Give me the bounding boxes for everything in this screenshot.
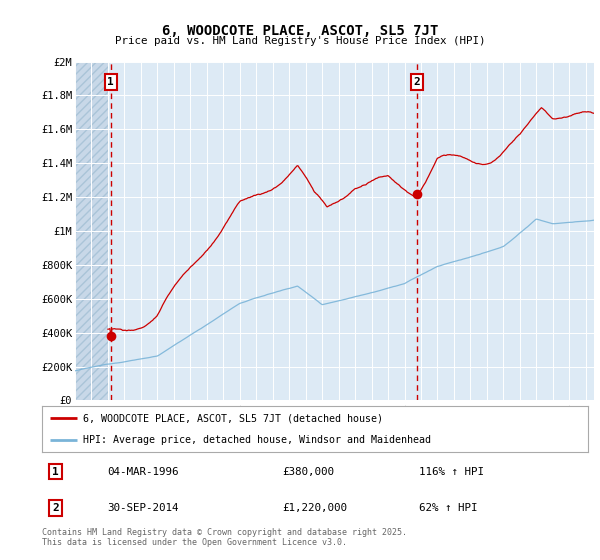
Text: 2: 2 [413, 77, 420, 87]
Text: 62% ↑ HPI: 62% ↑ HPI [419, 503, 477, 513]
Text: £380,000: £380,000 [282, 466, 334, 477]
Text: 6, WOODCOTE PLACE, ASCOT, SL5 7JT: 6, WOODCOTE PLACE, ASCOT, SL5 7JT [162, 24, 438, 38]
Text: 2: 2 [52, 503, 59, 513]
Text: HPI: Average price, detached house, Windsor and Maidenhead: HPI: Average price, detached house, Wind… [83, 435, 431, 445]
Text: Price paid vs. HM Land Registry's House Price Index (HPI): Price paid vs. HM Land Registry's House … [115, 36, 485, 46]
Text: 116% ↑ HPI: 116% ↑ HPI [419, 466, 484, 477]
Text: 04-MAR-1996: 04-MAR-1996 [107, 466, 179, 477]
Bar [75, 62, 108, 400]
Text: Contains HM Land Registry data © Crown copyright and database right 2025.
This d: Contains HM Land Registry data © Crown c… [42, 528, 407, 547]
Text: £1,220,000: £1,220,000 [282, 503, 347, 513]
Text: 30-SEP-2014: 30-SEP-2014 [107, 503, 179, 513]
Text: 1: 1 [52, 466, 59, 477]
Text: 1: 1 [107, 77, 114, 87]
Text: 6, WOODCOTE PLACE, ASCOT, SL5 7JT (detached house): 6, WOODCOTE PLACE, ASCOT, SL5 7JT (detac… [83, 413, 383, 423]
